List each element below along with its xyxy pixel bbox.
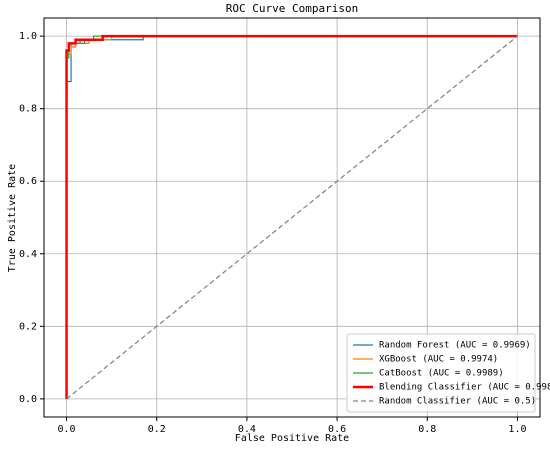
legend-label: CatBoost (AUC = 0.9989) [379, 369, 504, 379]
legend-label: XGBoost (AUC = 0.9974) [379, 355, 498, 365]
plot-frame [43, 17, 541, 418]
y-tick-label: 0.2 [19, 321, 37, 332]
roc-line [66, 35, 518, 400]
y-tick-label: 0.6 [19, 176, 37, 187]
legend-label: Blending Classifier (AUC = 0.9983) [379, 383, 550, 393]
y-tick-label: 0.8 [19, 104, 37, 115]
x-axis-label: False Positive Rate [235, 433, 349, 444]
legend-label: Random Classifier (AUC = 0.5) [379, 397, 536, 407]
roc-line [65, 34, 518, 399]
legend-label: Random Forest (AUC = 0.9969) [379, 341, 531, 351]
x-tick-label: 1.0 [508, 424, 526, 435]
y-axis-label: True Positive Rate [7, 164, 18, 272]
x-tick-label: 0.4 [238, 424, 256, 435]
legend-box [346, 333, 536, 413]
y-tick-label: 0.4 [19, 249, 37, 260]
x-tick-label: 0.2 [148, 424, 166, 435]
legend: Random Forest (AUC = 0.9969) XGBoost (AUC… [346, 333, 550, 413]
x-tick-label: 0.8 [418, 424, 436, 435]
chart-title: ROC Curve Comparison [226, 2, 358, 15]
x-tick-label: 0.0 [58, 424, 76, 435]
x-tick-label: 0.6 [328, 424, 346, 435]
y-tick-label: 1.0 [19, 31, 37, 42]
y-tick-label: 0.0 [19, 394, 37, 405]
